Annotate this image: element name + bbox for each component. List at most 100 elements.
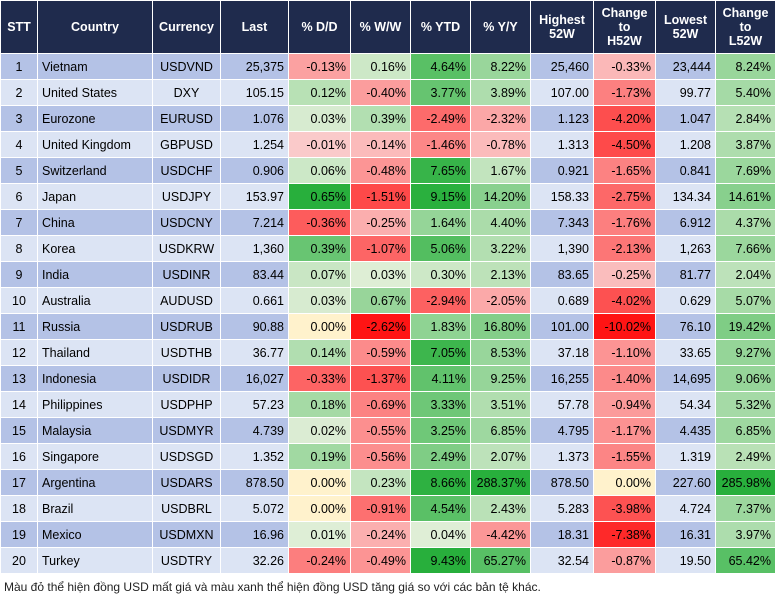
- table-cell: 19: [0, 521, 38, 548]
- table-row: 8 Korea USDKRW 1,360 0.39% -1.07% 5.06% 3.22% 1,…: [0, 235, 776, 262]
- table-cell: 8: [0, 235, 38, 262]
- header-text: H52W: [607, 34, 642, 48]
- header-text: % YTD: [420, 20, 461, 34]
- table-cell: -7.38%: [593, 521, 656, 548]
- header-cell: % YTD: [410, 0, 471, 54]
- table-row: 1 Vietnam USDVND 25,375 -0.13% 0.16% 4.64% 8.22…: [0, 53, 776, 80]
- table-cell: 65.27%: [470, 547, 531, 574]
- table-cell: -0.25%: [593, 261, 656, 288]
- table-cell: -2.05%: [470, 287, 531, 314]
- header-text: Change: [722, 6, 769, 20]
- header-text: % D/D: [301, 20, 338, 34]
- table-cell: USDVND: [152, 53, 221, 80]
- header-row: STT Country Currency Last % D/D % W/W % YTD % Y…: [0, 0, 776, 54]
- table-cell: 0.00%: [288, 495, 351, 522]
- header-text: to: [618, 20, 631, 34]
- table-cell: 3.51%: [470, 391, 531, 418]
- table-cell: 9.43%: [410, 547, 471, 574]
- header-text: L52W: [728, 34, 763, 48]
- table-row: 11 Russia USDRUB 90.88 0.00% -2.62% 1.83% 16.80…: [0, 313, 776, 340]
- table-cell: -1.55%: [593, 443, 656, 470]
- table-row: 20 Turkey USDTRY 32.26 -0.24% -0.49% 9.43% 65.2…: [0, 547, 776, 574]
- fx-table: STT Country Currency Last % D/D % W/W % YTD % Y…: [0, 0, 776, 574]
- table-cell: 5.283: [530, 495, 594, 522]
- table-row: 6 Japan USDJPY 153.97 0.65% -1.51% 9.15% 14.20%…: [0, 183, 776, 210]
- table-cell: -4.02%: [593, 287, 656, 314]
- table-cell: 0.00%: [288, 469, 351, 496]
- table-cell: USDIDR: [152, 365, 221, 392]
- table-cell: 1.67%: [470, 157, 531, 184]
- table-cell: 0.689: [530, 287, 594, 314]
- table-cell: 3.89%: [470, 79, 531, 106]
- table-cell: 16,027: [220, 365, 289, 392]
- table-cell: 2: [0, 79, 38, 106]
- header-cell: STT: [0, 0, 38, 54]
- table-cell: 7.214: [220, 209, 289, 236]
- table-cell: 0.67%: [350, 287, 411, 314]
- table-cell: -0.40%: [350, 79, 411, 106]
- table-cell: 32.26: [220, 547, 289, 574]
- table-cell: -1.51%: [350, 183, 411, 210]
- table-cell: 2.13%: [470, 261, 531, 288]
- table-cell: 0.00%: [593, 469, 656, 496]
- table-cell: 99.77: [655, 79, 716, 106]
- table-cell: 153.97: [220, 183, 289, 210]
- table-cell: 7.65%: [410, 157, 471, 184]
- table-body: 1 Vietnam USDVND 25,375 -0.13% 0.16% 4.64% 8.22…: [0, 53, 776, 574]
- table-cell: 0.39%: [350, 105, 411, 132]
- header-text: Last: [241, 20, 268, 34]
- table-cell: 0.04%: [410, 521, 471, 548]
- table-cell: 5.07%: [715, 287, 776, 314]
- table-cell: -10.02%: [593, 313, 656, 340]
- table-cell: 36.77: [220, 339, 289, 366]
- table-cell: 10: [0, 287, 38, 314]
- table-cell: 9.15%: [410, 183, 471, 210]
- table-cell: -2.49%: [410, 105, 471, 132]
- table-cell: 0.07%: [288, 261, 351, 288]
- table-cell: 14.20%: [470, 183, 531, 210]
- table-cell: 0.841: [655, 157, 716, 184]
- table-cell: 7: [0, 209, 38, 236]
- header-text: Lowest: [663, 13, 708, 27]
- table-cell: -0.24%: [288, 547, 351, 574]
- table-cell: 16.31: [655, 521, 716, 548]
- table-cell: 0.65%: [288, 183, 351, 210]
- table-cell: -0.87%: [593, 547, 656, 574]
- table-cell: 5.06%: [410, 235, 471, 262]
- table-cell: 0.18%: [288, 391, 351, 418]
- header-cell: Lowest 52W: [655, 0, 716, 54]
- table-cell: 3.25%: [410, 417, 471, 444]
- table-cell: 1,360: [220, 235, 289, 262]
- table-cell: Thailand: [37, 339, 153, 366]
- table-row: 16 Singapore USDSGD 1.352 0.19% -0.56% 2.49% 2.…: [0, 443, 776, 470]
- table-cell: 0.02%: [288, 417, 351, 444]
- table-cell: 5.32%: [715, 391, 776, 418]
- table-cell: -0.13%: [288, 53, 351, 80]
- header-text: 52W: [672, 27, 699, 41]
- table-cell: 9.27%: [715, 339, 776, 366]
- table-cell: -4.42%: [470, 521, 531, 548]
- table-cell: India: [37, 261, 153, 288]
- table-cell: 2.07%: [470, 443, 531, 470]
- table-cell: 2.84%: [715, 105, 776, 132]
- table-cell: 14.61%: [715, 183, 776, 210]
- table-cell: United Kingdom: [37, 131, 153, 158]
- table-cell: -0.01%: [288, 131, 351, 158]
- table-cell: Singapore: [37, 443, 153, 470]
- table-cell: 12: [0, 339, 38, 366]
- table-cell: 5: [0, 157, 38, 184]
- table-cell: 7.05%: [410, 339, 471, 366]
- table-cell: -1.17%: [593, 417, 656, 444]
- header-cell: Currency: [152, 0, 221, 54]
- table-cell: 4.724: [655, 495, 716, 522]
- table-cell: 17: [0, 469, 38, 496]
- table-cell: 32.54: [530, 547, 594, 574]
- table-cell: -0.48%: [350, 157, 411, 184]
- table-cell: Switzerland: [37, 157, 153, 184]
- table-cell: 3.33%: [410, 391, 471, 418]
- table-cell: 0.19%: [288, 443, 351, 470]
- header-cell: Last: [220, 0, 289, 54]
- table-cell: 105.15: [220, 79, 289, 106]
- table-cell: -0.56%: [350, 443, 411, 470]
- table-cell: 0.629: [655, 287, 716, 314]
